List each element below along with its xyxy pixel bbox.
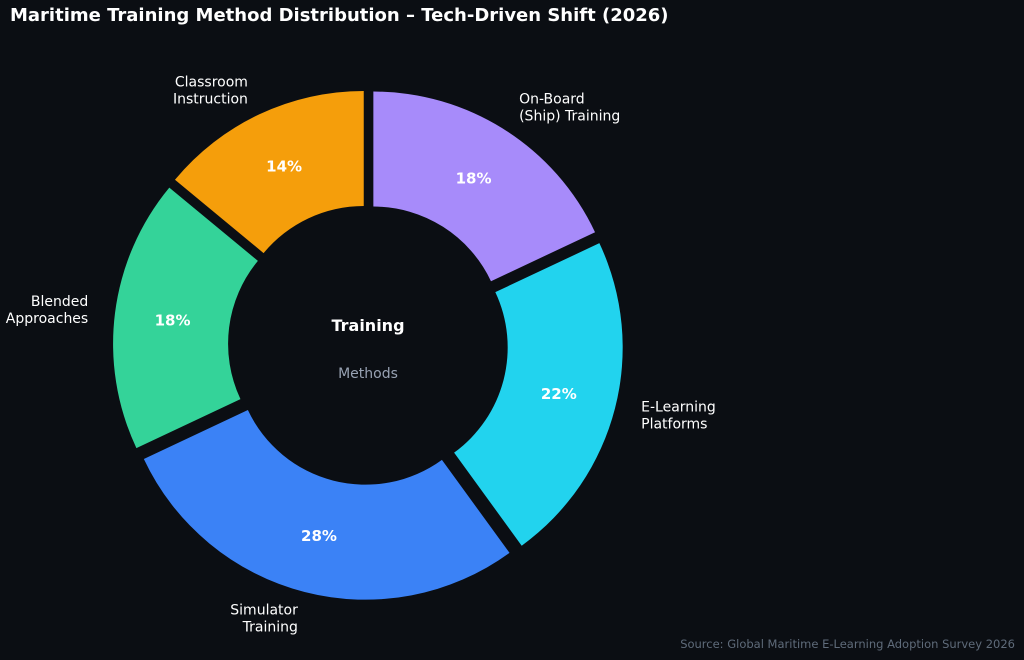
slice-classroom-instruction xyxy=(174,90,364,254)
center-subtitle: Methods xyxy=(338,366,398,382)
donut-slices xyxy=(113,90,623,600)
slice-simulator-training xyxy=(143,410,510,600)
percent-label: 22% xyxy=(541,385,577,403)
percent-label: 18% xyxy=(456,170,492,188)
slice-on-board-ship-training xyxy=(373,91,596,282)
category-label: Simulator Training xyxy=(230,603,298,636)
category-labels: Classroom Instruction Blended Approaches Sim… xyxy=(6,74,716,635)
category-label: E-Learning Platforms xyxy=(641,400,716,433)
percent-label: 18% xyxy=(155,311,191,329)
category-label: Blended Approaches xyxy=(6,294,88,327)
slice-e-learning-platforms xyxy=(454,243,623,546)
slice-blended-approaches xyxy=(113,187,258,449)
percent-labels: 14% 18% 28% 22% 18% xyxy=(155,158,577,545)
center-title: Training xyxy=(331,316,404,335)
chart-title: Maritime Training Method Distribution – … xyxy=(10,5,669,26)
percent-label: 28% xyxy=(301,527,337,545)
category-label: Classroom Instruction xyxy=(173,74,248,107)
category-label: On-Board (Ship) Training xyxy=(519,91,620,124)
percent-label: 14% xyxy=(266,158,302,176)
source-note: Source: Global Maritime E-Learning Adopt… xyxy=(680,637,1015,651)
